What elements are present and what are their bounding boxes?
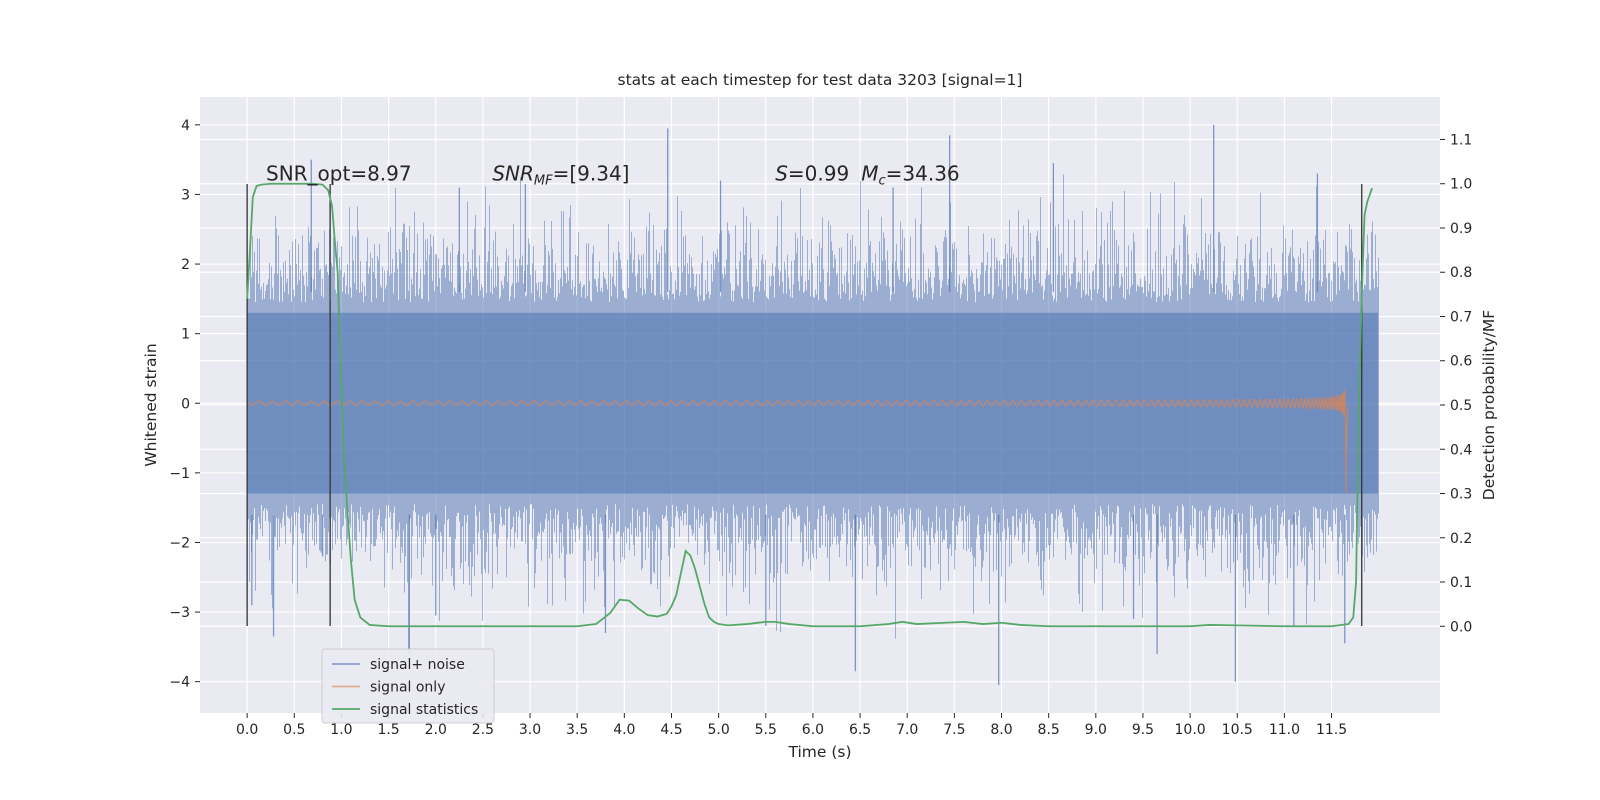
x-tick-label: 5.0 <box>707 722 729 738</box>
annotation-snr-opt: SNR_opt=8.97 <box>266 162 412 186</box>
x-tick-label: 1.0 <box>330 722 352 738</box>
annotation-m-label: M <box>861 162 878 186</box>
y-right-axis-ticks: 0.0 0.1 0.2 0.3 0.4 0.5 0.6 0.7 0.8 0.9 1.0 1.1 <box>1440 132 1472 635</box>
x-tick-label: 7.0 <box>896 722 918 738</box>
x-axis-label: Time (s) <box>787 743 851 761</box>
y-axis-label: Whitened strain <box>142 343 160 466</box>
x-tick-label: 8.0 <box>990 722 1012 738</box>
y-tick-label: −3 <box>169 605 190 621</box>
y-right-tick-label: 0.6 <box>1450 354 1472 370</box>
y-right-tick-label: 0.1 <box>1450 575 1472 591</box>
y-right-tick-label: 0.9 <box>1450 221 1472 237</box>
x-axis-ticks: 0.0 0.5 1.0 1.5 2.0 2.5 3.0 3.5 4.0 4.5 5.0 5.5 6.0 6… <box>236 713 1347 738</box>
annotation-s-mc: S=0.99 Mc=34.36 <box>775 162 959 189</box>
y-right-axis-label: Detection probability/MF <box>1480 310 1498 501</box>
chirp-trace <box>246 389 1350 494</box>
annotations: SNR_opt=8.97 SNRMF=[9.34] S=0.99 Mc=34.36 <box>266 162 960 189</box>
x-tick-label: 7.5 <box>943 722 965 738</box>
stats-line <box>246 182 1373 628</box>
legend-label: signal statistics <box>370 702 478 718</box>
y-right-tick-label: 0.4 <box>1450 442 1472 458</box>
y-right-tick-label: 0.0 <box>1450 619 1472 635</box>
y-tick-label: 3 <box>181 187 190 203</box>
y-tick-label: 4 <box>181 118 190 134</box>
x-tick-label: 11.5 <box>1316 722 1347 738</box>
x-tick-label: 6.5 <box>849 722 871 738</box>
x-tick-label: 2.0 <box>425 722 447 738</box>
x-tick-label: 3.5 <box>566 722 588 738</box>
y-right-tick-label: 0.5 <box>1450 398 1472 414</box>
vertical-markers <box>246 184 1363 626</box>
x-tick-label: 9.0 <box>1085 722 1107 738</box>
x-tick-label: 0.5 <box>283 722 305 738</box>
x-tick-label: 4.0 <box>613 722 635 738</box>
y-tick-label: −2 <box>169 535 190 551</box>
series-signal-statistics <box>246 182 1373 628</box>
legend-label: signal+ noise <box>370 657 465 673</box>
y-right-tick-label: 0.8 <box>1450 265 1472 281</box>
y-tick-label: 2 <box>181 257 190 273</box>
annotation-snr-mf-sub: MF <box>534 174 553 189</box>
x-tick-label: 9.5 <box>1132 722 1154 738</box>
chart-title: stats at each timestep for test data 320… <box>618 71 1023 89</box>
annotation-s-value: =0.99 <box>788 162 849 186</box>
y-right-tick-label: 1.0 <box>1450 177 1472 193</box>
legend-box <box>321 648 495 724</box>
annotation-snr-mf: SNRMF=[9.34] <box>492 162 629 189</box>
y-right-tick-label: 0.2 <box>1450 531 1472 547</box>
x-tick-label: 11.0 <box>1269 722 1300 738</box>
y-right-tick-label: 0.3 <box>1450 487 1472 503</box>
annotation-s-label: S <box>775 162 788 186</box>
x-tick-label: 10.5 <box>1222 722 1253 738</box>
series-signal-only <box>246 389 1350 494</box>
annotation-snr-mf-value: =[9.34] <box>553 162 630 186</box>
legend: signal+ noise signal only signal statistic… <box>321 648 495 724</box>
y-tick-label: −4 <box>169 675 190 691</box>
x-tick-label: 4.5 <box>660 722 682 738</box>
annotation-m-sub: c <box>878 174 885 189</box>
y-tick-label: 0 <box>181 396 190 412</box>
y-axis-ticks: −4 −3 −2 −1 0 1 2 3 4 <box>169 118 200 691</box>
x-tick-label: 0.0 <box>236 722 258 738</box>
x-tick-label: 10.0 <box>1175 722 1206 738</box>
y-tick-label: 1 <box>181 327 190 343</box>
x-tick-label: 8.5 <box>1038 722 1060 738</box>
x-tick-label: 6.0 <box>802 722 824 738</box>
annotation-snr-mf-base: SNR <box>492 162 534 186</box>
y-right-tick-label: 1.1 <box>1450 132 1472 148</box>
x-tick-label: 2.5 <box>472 722 494 738</box>
legend-label: signal only <box>370 680 445 696</box>
y-right-tick-label: 0.7 <box>1450 309 1472 325</box>
annotation-m-value: =34.36 <box>886 162 960 186</box>
x-tick-label: 5.5 <box>755 722 777 738</box>
x-tick-label: 3.0 <box>519 722 541 738</box>
y-tick-label: −1 <box>169 466 190 482</box>
x-tick-label: 1.5 <box>377 722 399 738</box>
